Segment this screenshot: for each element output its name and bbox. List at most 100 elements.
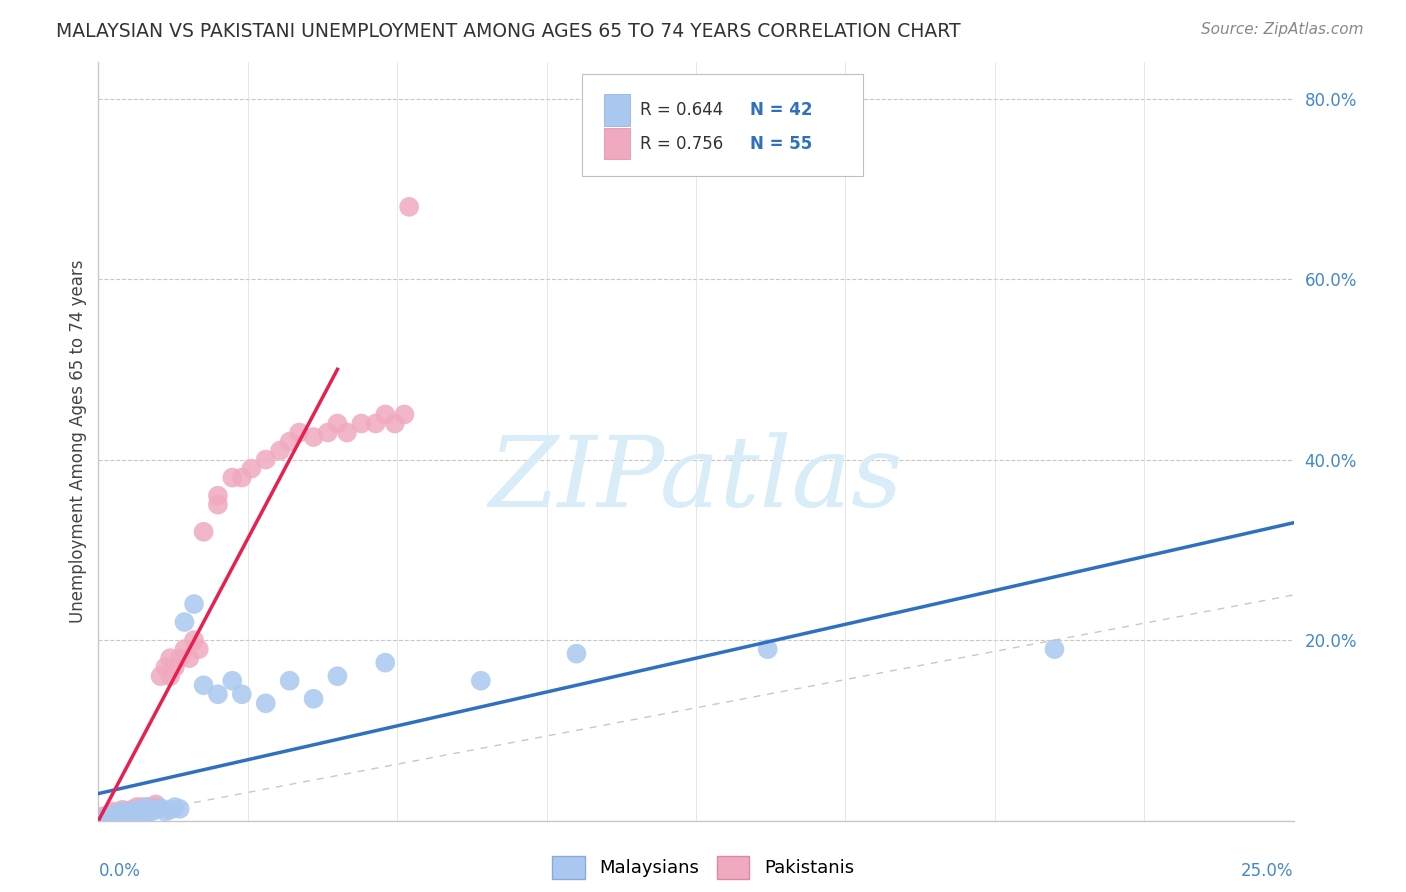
Point — [131, 800, 153, 814]
Point — [193, 678, 215, 692]
Point — [159, 803, 181, 817]
Point — [302, 430, 325, 444]
Point — [125, 809, 148, 823]
Text: R = 0.756: R = 0.756 — [640, 135, 723, 153]
Point — [131, 807, 153, 822]
Point — [121, 803, 143, 817]
Point — [107, 807, 129, 822]
Point — [97, 811, 120, 825]
Point — [163, 660, 186, 674]
Point — [374, 408, 396, 422]
Point — [97, 810, 120, 824]
Point — [326, 417, 349, 431]
Point — [470, 673, 492, 688]
Point — [115, 807, 138, 822]
Point — [145, 800, 167, 814]
Point — [193, 524, 215, 539]
Text: Source: ZipAtlas.com: Source: ZipAtlas.com — [1201, 22, 1364, 37]
Text: N = 42: N = 42 — [749, 101, 813, 120]
Point — [364, 417, 387, 431]
Point — [101, 810, 124, 824]
Point — [183, 597, 205, 611]
Point — [302, 691, 325, 706]
Text: MALAYSIAN VS PAKISTANI UNEMPLOYMENT AMONG AGES 65 TO 74 YEARS CORRELATION CHART: MALAYSIAN VS PAKISTANI UNEMPLOYMENT AMON… — [56, 22, 960, 41]
Point — [179, 651, 201, 665]
Point — [111, 805, 134, 819]
Point — [254, 696, 277, 710]
Point — [169, 802, 191, 816]
Text: N = 55: N = 55 — [749, 135, 813, 153]
Point — [155, 660, 177, 674]
Point — [101, 809, 124, 823]
Point — [394, 408, 416, 422]
Point — [121, 805, 143, 819]
Point — [111, 806, 134, 821]
Point — [756, 642, 779, 657]
Point — [316, 425, 339, 440]
Point — [115, 805, 138, 819]
Point — [111, 806, 134, 821]
Point — [131, 805, 153, 819]
Point — [221, 673, 243, 688]
Text: ZIPatlas: ZIPatlas — [489, 432, 903, 527]
Point — [91, 811, 114, 825]
Point — [254, 452, 277, 467]
Point — [107, 811, 129, 825]
Y-axis label: Unemployment Among Ages 65 to 74 years: Unemployment Among Ages 65 to 74 years — [69, 260, 87, 624]
Point — [149, 669, 172, 683]
Point — [125, 803, 148, 817]
Point — [278, 673, 301, 688]
Point — [269, 443, 291, 458]
Point — [173, 615, 195, 629]
Text: 25.0%: 25.0% — [1241, 863, 1294, 880]
Point — [111, 809, 134, 823]
Point — [159, 651, 181, 665]
Point — [111, 803, 134, 817]
Point — [121, 806, 143, 821]
Legend: Malaysians, Pakistanis: Malaysians, Pakistanis — [553, 856, 853, 879]
Point — [135, 806, 157, 821]
Point — [115, 806, 138, 821]
Text: R = 0.644: R = 0.644 — [640, 101, 723, 120]
Point — [350, 417, 373, 431]
Point — [145, 803, 167, 817]
Point — [207, 498, 229, 512]
Point — [398, 200, 420, 214]
Point — [326, 669, 349, 683]
Point — [374, 656, 396, 670]
Point — [101, 805, 124, 819]
FancyBboxPatch shape — [605, 95, 630, 126]
Point — [145, 797, 167, 812]
Point — [240, 461, 263, 475]
Point — [91, 809, 114, 823]
Point — [125, 805, 148, 819]
Point — [155, 805, 177, 819]
Point — [97, 808, 120, 822]
Point — [207, 687, 229, 701]
Point — [173, 642, 195, 657]
Point — [121, 808, 143, 822]
Point — [107, 806, 129, 821]
Point — [135, 800, 157, 814]
Point — [221, 470, 243, 484]
Point — [278, 434, 301, 449]
Point — [169, 651, 191, 665]
Point — [107, 808, 129, 822]
Point — [207, 489, 229, 503]
Point — [187, 642, 209, 657]
Point — [336, 425, 359, 440]
Point — [125, 800, 148, 814]
Point — [288, 425, 311, 440]
Point — [159, 669, 181, 683]
Point — [1043, 642, 1066, 657]
Point — [183, 633, 205, 648]
Point — [231, 470, 253, 484]
Point — [101, 807, 124, 822]
Point — [149, 801, 172, 815]
Point — [131, 803, 153, 817]
Point — [163, 800, 186, 814]
Point — [115, 810, 138, 824]
Point — [101, 808, 124, 822]
FancyBboxPatch shape — [582, 74, 863, 177]
Text: 0.0%: 0.0% — [98, 863, 141, 880]
